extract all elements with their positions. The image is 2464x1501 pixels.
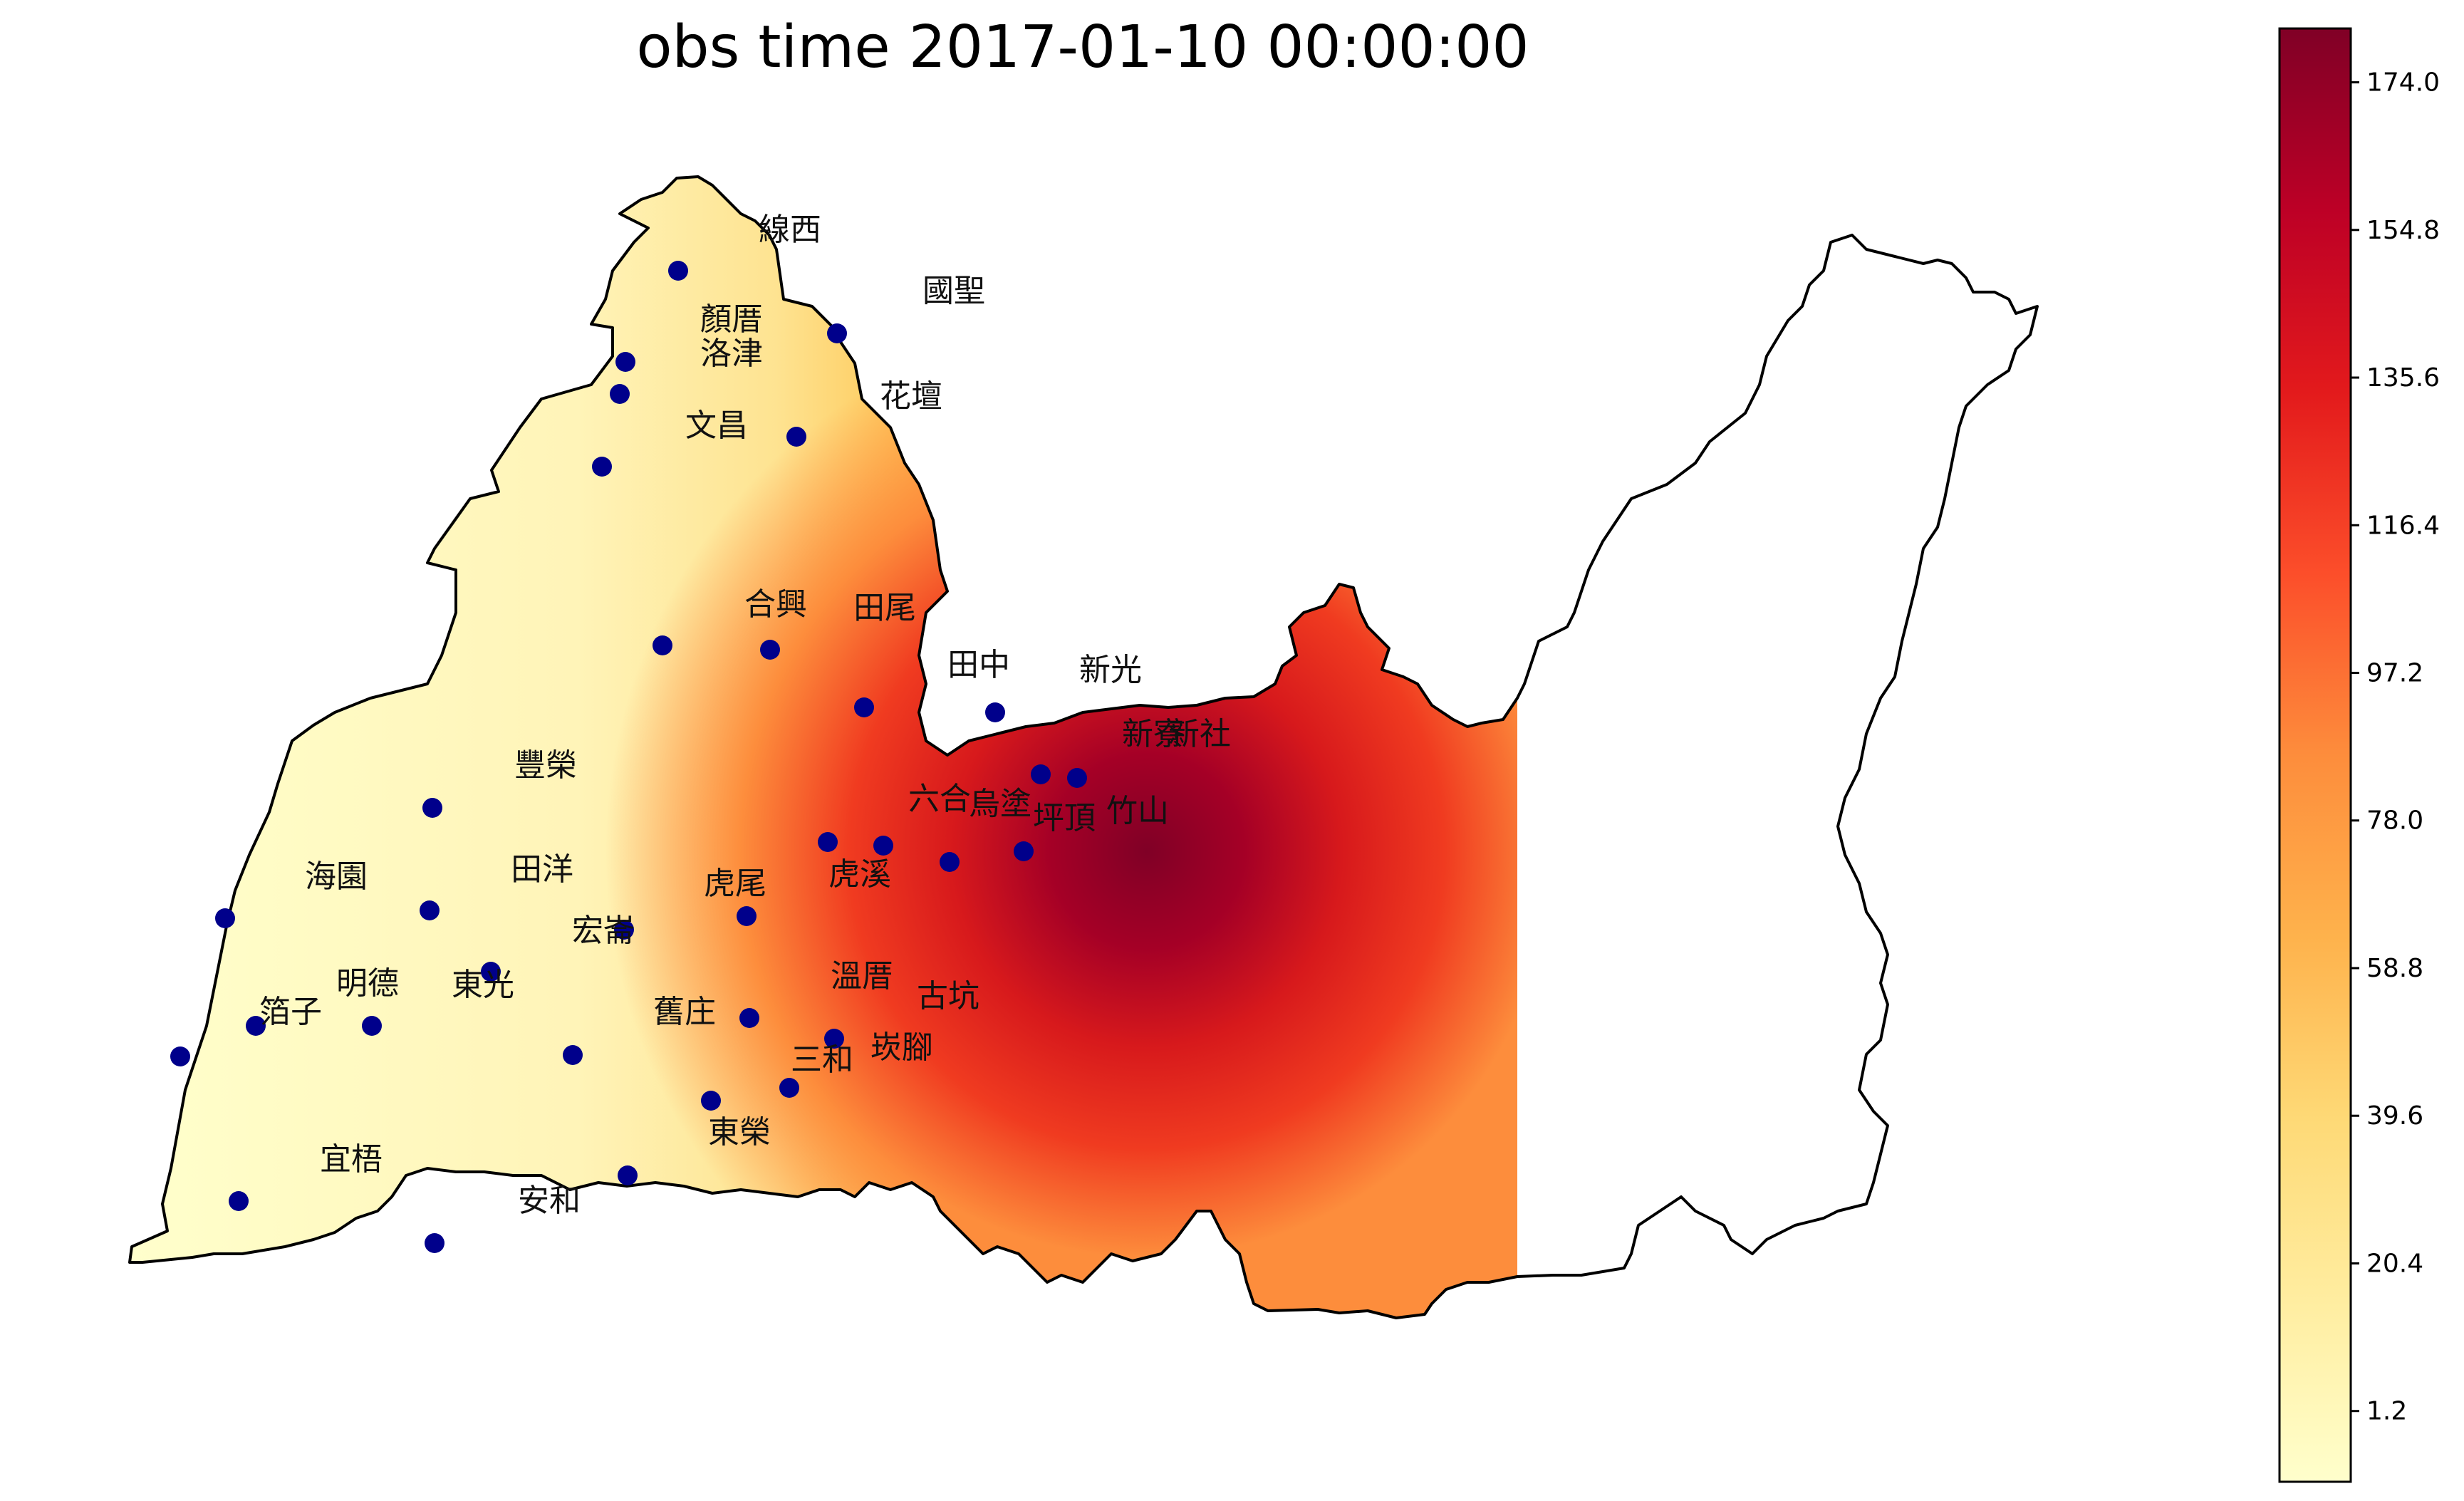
station-marker	[618, 1165, 638, 1185]
station-label: 花壇	[880, 378, 942, 415]
station-label: 坪頂	[1033, 800, 1096, 836]
station-label: 安和	[518, 1183, 581, 1219]
station-label: 竹山	[1106, 793, 1169, 829]
station-marker	[425, 1233, 445, 1253]
station-label: 豐榮	[514, 747, 577, 784]
colorbar-tick-label: 1.2	[2366, 1397, 2407, 1426]
station-marker	[592, 457, 612, 477]
colorbar-tick-label: 39.6	[2366, 1101, 2423, 1131]
station-label: 新寮	[1122, 716, 1185, 752]
map-title: obs time 2017-01-10 00:00:00	[636, 14, 1529, 81]
station-marker	[827, 323, 847, 343]
station-label: 海園	[305, 858, 368, 895]
station-label: 明德	[336, 965, 399, 1002]
colorbar-tick-label: 174.0	[2366, 68, 2440, 98]
station-marker	[610, 384, 630, 404]
station-marker	[481, 962, 501, 982]
colorbar: 1.2 20.4 39.6 58.8 78.0 97.2 116.4 135.6 154.8 17…	[2278, 27, 2440, 1483]
station-label: 新光	[1079, 652, 1142, 688]
station-marker	[824, 1029, 844, 1049]
station-label: 虎溪	[828, 856, 891, 893]
colorbar-tick-label: 20.4	[2366, 1249, 2423, 1278]
station-label: 顏厝	[700, 301, 763, 338]
station-marker	[1014, 841, 1034, 861]
station-label: 六合	[908, 781, 971, 817]
station-marker	[229, 1191, 249, 1211]
colorbar-gradient	[2278, 27, 2352, 1483]
station-label: 虎尾	[704, 866, 766, 902]
station-label: 新社	[1168, 716, 1231, 752]
station-label: 東榮	[708, 1114, 771, 1151]
station-marker	[873, 836, 893, 856]
station-label: 田洋	[511, 851, 573, 888]
station-marker	[215, 908, 235, 928]
station-label: 三和	[791, 1042, 853, 1078]
station-label: 古坑	[917, 978, 979, 1014]
station-marker	[170, 1046, 190, 1066]
station-marker	[818, 832, 838, 852]
colorbar-tick-label: 58.8	[2366, 954, 2423, 983]
station-label: 東光	[452, 967, 514, 1003]
station-label: 田尾	[853, 590, 916, 626]
station-marker	[786, 427, 806, 447]
station-label: 宏崙	[572, 913, 635, 949]
station-marker	[739, 1008, 759, 1028]
station-marker	[1067, 768, 1087, 788]
station-marker	[854, 697, 874, 717]
station-label: 洛津	[700, 336, 763, 372]
colorbar-tick-label: 154.8	[2366, 216, 2440, 245]
station-marker	[614, 920, 634, 940]
station-marker	[760, 640, 780, 660]
colorbar-ticks: 1.2 20.4 39.6 58.8 78.0 97.2 116.4 135.6 154.8 17…	[2351, 68, 2440, 1426]
station-label: 線西	[759, 212, 821, 248]
station-label: 文昌	[685, 407, 748, 444]
station-marker	[362, 1016, 382, 1036]
colorbar-tick-label: 116.4	[2366, 511, 2440, 540]
field-outside-grid	[1517, 214, 2037, 1318]
rainfall-field	[130, 177, 2037, 1318]
station-label: 國聖	[922, 273, 985, 309]
station-label: 田中	[947, 647, 1010, 683]
colorbar-tick-label: 78.0	[2366, 806, 2423, 836]
station-marker	[737, 906, 757, 926]
station-marker	[420, 900, 440, 920]
region-boundary	[128, 175, 2039, 1319]
station-label: 崁腳	[870, 1029, 933, 1066]
station-label: 舊庄	[653, 994, 716, 1030]
station-marker	[985, 702, 1005, 722]
station-marker	[779, 1078, 799, 1098]
station-marker	[668, 261, 688, 281]
station-marker	[701, 1091, 721, 1111]
station-label: 宜梧	[320, 1141, 383, 1178]
colorbar-tick-label: 135.6	[2366, 363, 2440, 393]
station-marker	[563, 1045, 583, 1065]
station-marker	[246, 1016, 266, 1036]
station-label: 箔子	[259, 994, 322, 1030]
station-marker	[940, 852, 960, 872]
station-marker	[653, 635, 672, 655]
station-marker	[422, 798, 442, 818]
station-label: 合興	[744, 586, 807, 623]
station-markers	[170, 261, 1087, 1253]
station-label: 烏塗	[969, 786, 1031, 822]
station-marker	[615, 352, 635, 372]
station-marker	[1031, 764, 1051, 784]
station-label: 溫厝	[831, 958, 893, 994]
colorbar-tick-label: 97.2	[2366, 659, 2423, 688]
